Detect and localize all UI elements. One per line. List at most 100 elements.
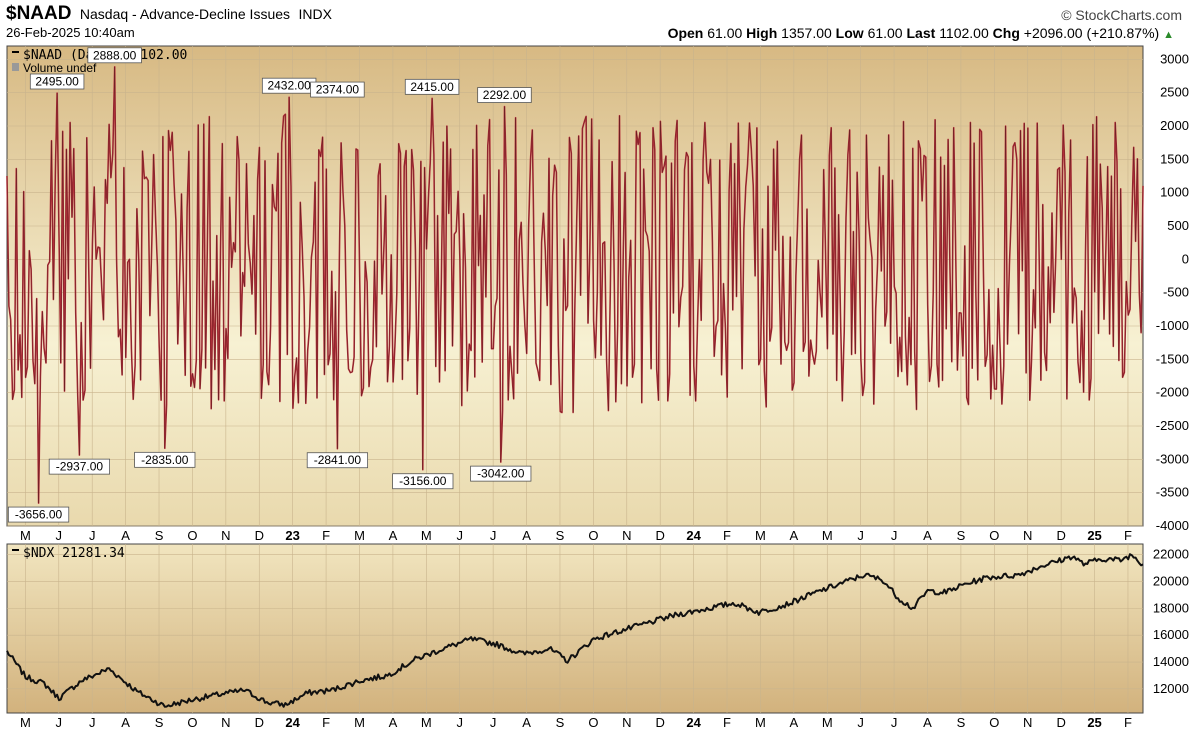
x-tick-label: J [857,715,864,730]
y-tick-label: -2000 [1156,385,1189,400]
x-tick-label: J [857,528,864,543]
last-value: 1102.00 [939,25,989,41]
peak-annotation: 2292.00 [477,87,532,103]
x-tick-label: O [588,528,598,543]
y-tick-label: 500 [1167,218,1189,233]
x-tick-label: M [755,528,766,543]
x-tick-label: A [522,528,531,543]
x-tick-label: N [221,528,230,543]
x-tick-label: 24 [686,528,701,543]
x-tick-label: N [1023,715,1032,730]
high-value: 1357.00 [781,25,832,41]
x-tick-label: D [255,715,264,730]
x-tick-label: F [1124,528,1132,543]
peak-annotation: -3042.00 [470,465,532,482]
x-tick-label: N [221,715,230,730]
y-tick-label: 16000 [1153,627,1189,642]
annotation-box [7,506,70,523]
peak-annotation: 2495.00 [29,73,85,90]
annotation-label: 2888.00 [93,48,137,62]
x-tick-label: 24 [686,715,701,730]
x-tick-label: A [790,528,799,543]
chg-label: Chg [992,25,1020,41]
x-tick-label: S [556,528,565,543]
naad-series-core [6,66,1144,504]
annotation-box [392,473,454,490]
x-tick-label: A [790,715,799,730]
brand-logo: © StockCharts.com [1061,7,1182,23]
x-tick-label: A [522,715,531,730]
annotation-box [477,87,532,103]
x-tick-label: M [354,715,365,730]
panel-background [6,543,1144,714]
y-tick-label: 2000 [1160,118,1189,133]
peak-annotation: 2888.00 [87,47,142,64]
x-tick-label: J [456,715,463,730]
legend-line-icon [12,51,19,53]
x-tick-label: M [354,528,365,543]
y-tick-label: 14000 [1153,654,1189,669]
y-tick-label: -3000 [1156,451,1189,466]
ohlc-summary: Open 61.00 High 1357.00 Low 61.00 Last 1… [668,25,1174,41]
low-label: Low [835,25,864,41]
x-tick-label: F [723,715,731,730]
y-tick-label: -4000 [1156,518,1189,533]
x-tick-label: O [187,715,197,730]
x-tick-label: O [187,528,197,543]
x-tick-label: J [456,528,463,543]
annotation-box [306,452,369,469]
volume-bars-icon [12,63,19,71]
annotation-label: -2841.00 [314,453,362,467]
annotation-box [134,451,196,468]
y-tick-label: 1500 [1160,151,1189,166]
peak-annotation: -2835.00 [134,451,196,468]
datetime: 26-Feb-2025 10:40am [6,25,135,40]
x-tick-label: A [389,528,398,543]
y-tick-label: -3500 [1156,485,1189,500]
x-tick-label: A [923,528,932,543]
chart-header: $NAAD Nasdaq - Advance-Decline Issues IN… [6,3,1194,25]
x-tick-label: S [155,528,164,543]
x-tick-label: S [556,715,565,730]
up-arrow-icon: ▲ [1163,29,1174,41]
x-tick-label: D [1056,715,1065,730]
peak-annotation: -3656.00 [7,506,70,523]
y-tick-label: 20000 [1153,574,1189,589]
x-tick-label: M [822,528,833,543]
annotation-label: 2292.00 [483,88,527,102]
peak-annotation: -3156.00 [392,473,454,490]
x-tick-label: J [891,528,898,543]
open-label: Open [667,25,704,41]
annotation-label: 2495.00 [35,75,79,89]
x-tick-label: J [89,715,96,730]
x-tick-label: M [421,528,432,543]
x-tick-label: N [1023,528,1032,543]
y-tick-label: 12000 [1153,681,1189,696]
x-tick-label: M [822,715,833,730]
x-tick-label: N [622,528,631,543]
naad-panel: M J J A S O N D 23 F M A M J J A S O N D 24 F M A M J J A S O N D 25 F -40… [6,45,1189,543]
x-tick-label: M [421,715,432,730]
y-tick-label: 22000 [1153,547,1189,562]
annotation-label: -3656.00 [15,508,63,522]
x-tick-label: A [389,715,398,730]
y-tick-label: 1000 [1160,185,1189,200]
x-tick-label: J [490,528,497,543]
x-tick-label: F [723,528,731,543]
x-tick-label: A [923,715,932,730]
x-tick-label: J [56,715,63,730]
y-tick-label: -1500 [1156,351,1189,366]
x-tick-label: O [989,715,999,730]
annotation-box [404,78,460,95]
x-tick-label: S [155,715,164,730]
y-tick-label: -2500 [1156,418,1189,433]
annotation-box [29,73,85,90]
y-tick-label: 2500 [1160,85,1189,100]
x-tick-label: M [20,715,31,730]
annotation-label: -2835.00 [141,453,189,467]
x-tick-label: J [56,528,63,543]
annotation-label: -3156.00 [399,474,447,488]
x-tick-label: D [656,528,665,543]
annotation-label: 2374.00 [316,83,360,97]
